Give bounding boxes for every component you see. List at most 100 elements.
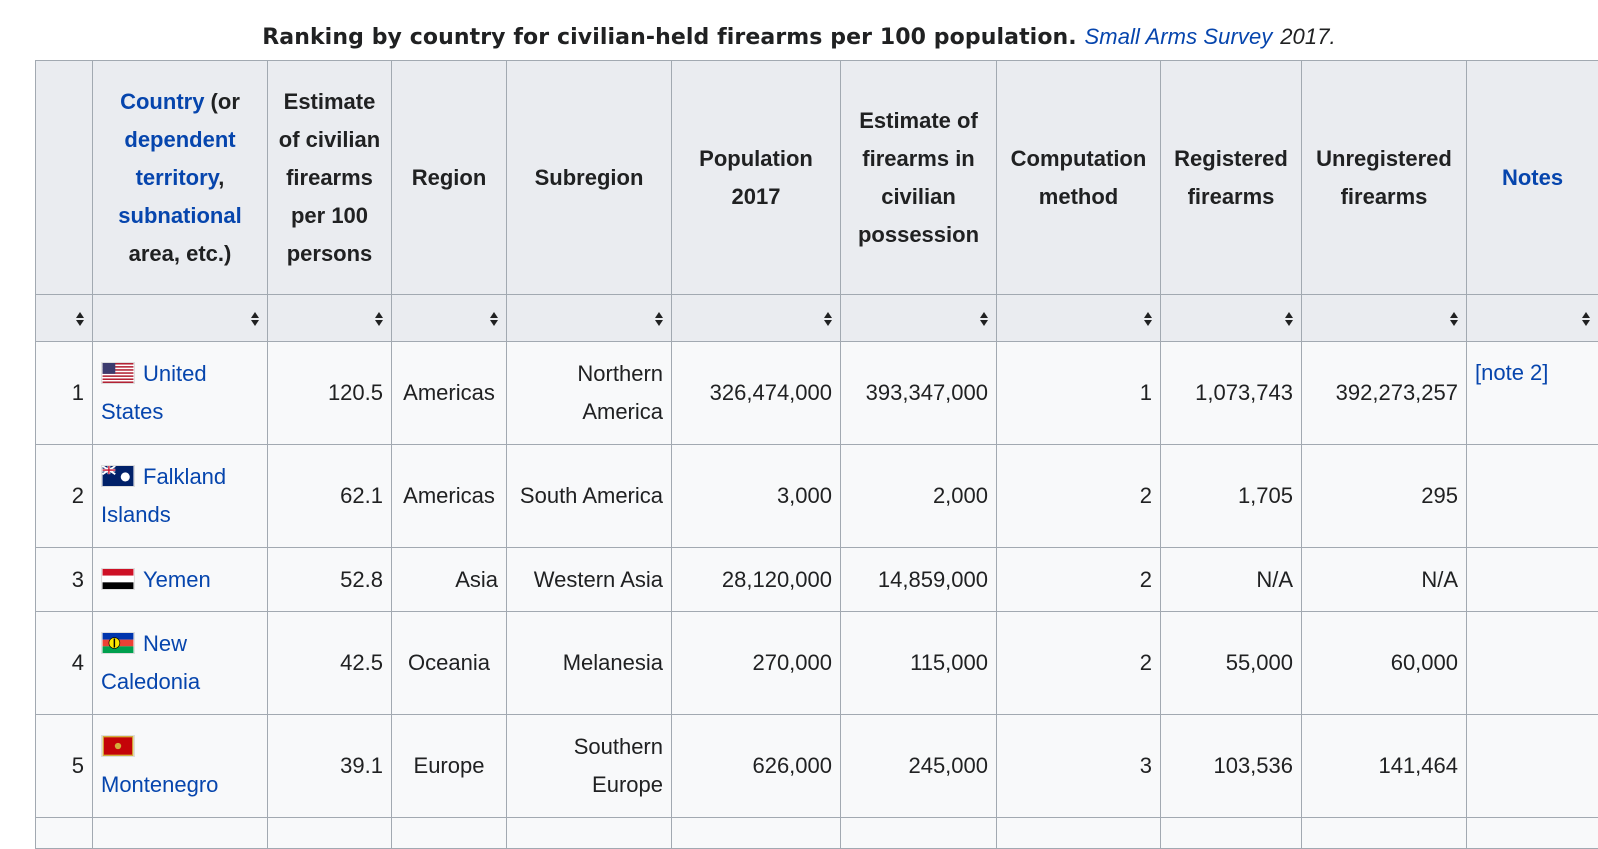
country-cell: New Caledonia [93,612,268,715]
population-cell: 326,474,000 [672,342,841,445]
population-cell: 270,000 [672,612,841,715]
per100-cell: 42.5 [268,612,392,715]
sort-icon [251,312,259,326]
sort-button-method[interactable] [997,295,1161,342]
table-row: 3 Yemen 52.8 Asia Western Asia 28,120,00… [36,548,1598,612]
unregistered-cell: 141,464 [1302,715,1467,818]
country-cell: Yemen [93,548,268,612]
estimate-per-100-header: Estimate of civilian firearms per 100 pe… [268,61,392,295]
sort-icon [824,312,832,326]
region-cell: Europe [392,715,507,818]
notes-cell [1467,612,1598,715]
country-cell: Falkland Islands [93,445,268,548]
population-header: Population 2017 [672,61,841,295]
firearms-cell: 393,347,000 [841,342,997,445]
country-header: Country (or dependent territory, subnati… [93,61,268,295]
subregion-cell: Southern Europe [507,715,672,818]
registered-cell: 1,073,743 [1161,342,1302,445]
rank-cell: 4 [36,612,93,715]
yemen-flag-icon [101,568,135,590]
subregion-cell: South America [507,445,672,548]
table-row: 2 Falkland Islands 62.1 Americas South A… [36,445,1598,548]
method-cell: 3 [997,715,1161,818]
method-cell: 1 [997,342,1161,445]
notes-link[interactable]: Notes [1502,165,1563,190]
region-cell: Americas [392,342,507,445]
per100-cell: 120.5 [268,342,392,445]
sort-icon [1582,312,1590,326]
sort-button-per100[interactable] [268,295,392,342]
sort-button-country[interactable] [93,295,268,342]
registered-cell: 103,536 [1161,715,1302,818]
notes-cell [1467,445,1598,548]
small-arms-survey-link[interactable]: Small Arms Survey [1085,24,1273,49]
registered-cell: 55,000 [1161,612,1302,715]
country-cell: Montenegro [93,715,268,818]
caption-year: 2017. [1280,24,1336,49]
firearms-cell: 14,859,000 [841,548,997,612]
firearms-cell: 115,000 [841,612,997,715]
computation-method-header: Computation method [997,61,1161,295]
sort-button-subregion[interactable] [507,295,672,342]
country-link[interactable]: Country [120,89,204,114]
unregistered-header: Unregistered firearms [1302,61,1467,295]
rank-cell: 1 [36,342,93,445]
caption-text: Ranking by country for civilian-held fir… [262,25,1077,50]
method-cell: 2 [997,445,1161,548]
region-cell: Americas [392,445,507,548]
sort-icon [490,312,498,326]
falklands-flag-icon [101,465,135,487]
per100-cell: 39.1 [268,715,392,818]
sort-icon [375,312,383,326]
sort-icon [980,312,988,326]
sort-button-region[interactable] [392,295,507,342]
region-cell: Oceania [392,612,507,715]
sort-icon [1285,312,1293,326]
estimate-firearms-header: Estimate of firearms in civilian possess… [841,61,997,295]
sort-button-notes[interactable] [1467,295,1598,342]
registered-cell: N/A [1161,548,1302,612]
note-2-link[interactable]: [note 2] [1475,360,1548,385]
table-row [36,818,1598,849]
sort-button-firearms[interactable] [841,295,997,342]
us-flag-icon [101,362,135,384]
country-cell: United States [93,342,268,445]
population-cell: 28,120,000 [672,548,841,612]
table-caption: Ranking by country for civilian-held fir… [0,24,1598,50]
sort-icon [1144,312,1152,326]
table-row: 1 United States 120.5 Americas Northern … [36,342,1598,445]
rank-cell: 3 [36,548,93,612]
registered-cell: 1,705 [1161,445,1302,548]
region-cell: Asia [392,548,507,612]
notes-header: Notes [1467,61,1598,295]
unregistered-cell: 392,273,257 [1302,342,1467,445]
rank-header [36,61,93,295]
subnational-link[interactable]: subnational [118,203,241,228]
sort-button-unregistered[interactable] [1302,295,1467,342]
firearms-ranking-table: Country (or dependent territory, subnati… [35,60,1598,849]
subregion-header: Subregion [507,61,672,295]
sort-button-population[interactable] [672,295,841,342]
population-cell: 626,000 [672,715,841,818]
subregion-cell: Western Asia [507,548,672,612]
country-link-montenegro[interactable]: Montenegro [101,772,218,797]
registered-header: Registered firearms [1161,61,1302,295]
per100-cell: 62.1 [268,445,392,548]
firearms-cell: 245,000 [841,715,997,818]
method-cell: 2 [997,548,1161,612]
table-row: 4 New Caledonia 42.5 Oceania Melanesia 2… [36,612,1598,715]
sort-button-rank[interactable] [36,295,93,342]
table-row: 5 Montenegro 39.1 Europe Southern Europe… [36,715,1598,818]
sort-icon [76,312,84,326]
unregistered-cell: 60,000 [1302,612,1467,715]
region-header: Region [392,61,507,295]
sort-icon [655,312,663,326]
notes-cell: [note 2] [1467,342,1598,445]
new-caledonia-flag-icon [101,632,135,654]
unregistered-cell: N/A [1302,548,1467,612]
notes-cell [1467,548,1598,612]
sort-button-registered[interactable] [1161,295,1302,342]
country-link-yemen[interactable]: Yemen [143,567,211,592]
population-cell: 3,000 [672,445,841,548]
rank-cell: 5 [36,715,93,818]
